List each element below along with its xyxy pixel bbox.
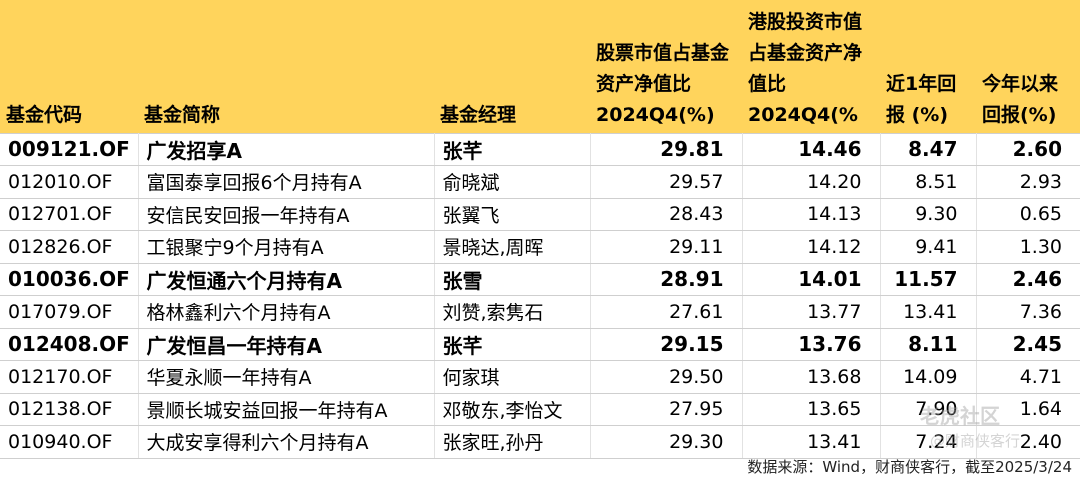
header-manager: 基金经理 <box>434 0 590 133</box>
table-row: 012408.OF 广发恒昌一年持有A 张芊 29.15 13.76 8.11 2.45 <box>0 328 1080 361</box>
fund-manager-cell: 何家琪 <box>434 360 591 394</box>
fund-code-cell: 012701.OF <box>0 198 139 231</box>
fund-manager-cell: 张雪 <box>434 263 591 296</box>
header-hk-ratio: 港股投资市值占基金资产净值比2024Q4(% <box>742 0 880 133</box>
stock-ratio-cell: 29.11 <box>590 230 743 264</box>
fund-manager-cell: 景晓达,周晖 <box>434 230 591 264</box>
stock-ratio-cell: 29.50 <box>590 360 743 394</box>
return-1y-cell: 7.90 <box>880 393 977 426</box>
stock-ratio-cell: 29.81 <box>590 132 743 166</box>
return-1y-cell: 9.41 <box>880 230 977 264</box>
stock-ratio-cell: 27.95 <box>590 393 743 426</box>
fund-manager-cell: 邓敬东,李怡文 <box>434 393 591 426</box>
fund-name-cell: 华夏永顺一年持有A <box>138 360 435 394</box>
fund-name-cell: 安信民安回报一年持有A <box>138 198 435 231</box>
hk-ratio-cell: 13.68 <box>742 360 881 394</box>
return-ytd-cell: 1.30 <box>976 230 1080 264</box>
return-ytd-cell: 2.40 <box>976 425 1080 459</box>
fund-code-cell: 012138.OF <box>0 393 139 426</box>
return-ytd-cell: 2.46 <box>976 263 1080 296</box>
fund-code-cell: 010036.OF <box>0 263 139 296</box>
table-row: 012701.OF 安信民安回报一年持有A 张翼飞 28.43 14.13 9.30 0.6… <box>0 198 1080 231</box>
fund-manager-cell: 俞晓斌 <box>434 165 591 199</box>
fund-manager-cell: 张芊 <box>434 328 591 361</box>
hk-ratio-cell: 14.46 <box>742 132 881 166</box>
hk-ratio-cell: 13.65 <box>742 393 881 426</box>
table-body: 009121.OF 广发招享A 张芊 29.81 14.46 8.47 2.60 012010… <box>0 132 1080 459</box>
return-1y-cell: 9.30 <box>880 198 977 231</box>
return-1y-cell: 14.09 <box>880 360 977 394</box>
table-row: 010036.OF 广发恒通六个月持有A 张雪 28.91 14.01 11.57 2.46 <box>0 263 1080 296</box>
return-ytd-cell: 2.45 <box>976 328 1080 361</box>
return-ytd-cell: 2.60 <box>976 132 1080 166</box>
table-row: 012010.OF 富国泰享回报6个月持有A 俞晓斌 29.57 14.20 8.51 2.… <box>0 165 1080 199</box>
header-stock-ratio: 股票市值占基金资产净值比2024Q4(%) <box>590 0 742 133</box>
fund-name-cell: 广发招享A <box>138 132 435 166</box>
table-row: 009121.OF 广发招享A 张芊 29.81 14.46 8.47 2.60 <box>0 132 1080 166</box>
return-ytd-cell: 2.93 <box>976 165 1080 199</box>
hk-ratio-cell: 14.13 <box>742 198 881 231</box>
fund-code-cell: 009121.OF <box>0 132 139 166</box>
fund-code-cell: 012826.OF <box>0 230 139 264</box>
fund-name-cell: 格林鑫利六个月持有A <box>138 295 435 329</box>
fund-manager-cell: 张家旺,孙丹 <box>434 425 591 459</box>
return-1y-cell: 13.41 <box>880 295 977 329</box>
return-1y-cell: 7.24 <box>880 425 977 459</box>
stock-ratio-cell: 29.15 <box>590 328 743 361</box>
fund-code-cell: 012170.OF <box>0 360 139 394</box>
header-row: 基金代码 基金简称 基金经理 股票市值占基金资产净值比2024Q4(%) 港股投… <box>0 0 1080 133</box>
header-code: 基金代码 <box>0 0 138 133</box>
stock-ratio-cell: 29.30 <box>590 425 743 459</box>
fund-code-cell: 017079.OF <box>0 295 139 329</box>
fund-manager-cell: 刘赞,索隽石 <box>434 295 591 329</box>
fund-name-cell: 景顺长城安益回报一年持有A <box>138 393 435 426</box>
stock-ratio-cell: 28.91 <box>590 263 743 296</box>
return-1y-cell: 8.47 <box>880 132 977 166</box>
table-row: 012138.OF 景顺长城安益回报一年持有A 邓敬东,李怡文 27.95 13.65 7… <box>0 393 1080 426</box>
return-ytd-cell: 1.64 <box>976 393 1080 426</box>
table-row: 012170.OF 华夏永顺一年持有A 何家琪 29.50 13.68 14.09 4.71 <box>0 360 1080 394</box>
fund-name-cell: 广发恒昌一年持有A <box>138 328 435 361</box>
hk-ratio-cell: 14.01 <box>742 263 881 296</box>
return-ytd-cell: 7.36 <box>976 295 1080 329</box>
return-1y-cell: 8.51 <box>880 165 977 199</box>
hk-ratio-cell: 14.12 <box>742 230 881 264</box>
fund-table: 基金代码 基金简称 基金经理 股票市值占基金资产净值比2024Q4(%) 港股投… <box>0 0 1080 459</box>
fund-code-cell: 012408.OF <box>0 328 139 361</box>
header-name: 基金简称 <box>138 0 434 133</box>
hk-ratio-cell: 13.77 <box>742 295 881 329</box>
fund-code-cell: 012010.OF <box>0 165 139 199</box>
fund-name-cell: 大成安享得利六个月持有A <box>138 425 435 459</box>
header-return-1y: 近1年回报 (%) <box>880 0 976 133</box>
table-row: 010940.OF 大成安享得利六个月持有A 张家旺,孙丹 29.30 13.41 7.2… <box>0 425 1080 459</box>
stock-ratio-cell: 29.57 <box>590 165 743 199</box>
header-return-ytd: 今年以来回报(%) <box>976 0 1080 133</box>
fund-name-cell: 工银聚宁9个月持有A <box>138 230 435 264</box>
return-ytd-cell: 0.65 <box>976 198 1080 231</box>
table-row: 017079.OF 格林鑫利六个月持有A 刘赞,索隽石 27.61 13.77 13.41… <box>0 295 1080 329</box>
hk-ratio-cell: 13.41 <box>742 425 881 459</box>
source-footer: 数据来源：Wind，财商侠客行，截至2025/3/24 <box>747 458 1072 476</box>
fund-code-cell: 010940.OF <box>0 425 139 459</box>
stock-ratio-cell: 28.43 <box>590 198 743 231</box>
hk-ratio-cell: 13.76 <box>742 328 881 361</box>
fund-name-cell: 富国泰享回报6个月持有A <box>138 165 435 199</box>
stock-ratio-cell: 27.61 <box>590 295 743 329</box>
return-1y-cell: 11.57 <box>880 263 977 296</box>
return-ytd-cell: 4.71 <box>976 360 1080 394</box>
table-row: 012826.OF 工银聚宁9个月持有A 景晓达,周晖 29.11 14.12 9.41 1… <box>0 230 1080 264</box>
hk-ratio-cell: 14.20 <box>742 165 881 199</box>
return-1y-cell: 8.11 <box>880 328 977 361</box>
fund-manager-cell: 张翼飞 <box>434 198 591 231</box>
fund-manager-cell: 张芊 <box>434 132 591 166</box>
fund-name-cell: 广发恒通六个月持有A <box>138 263 435 296</box>
